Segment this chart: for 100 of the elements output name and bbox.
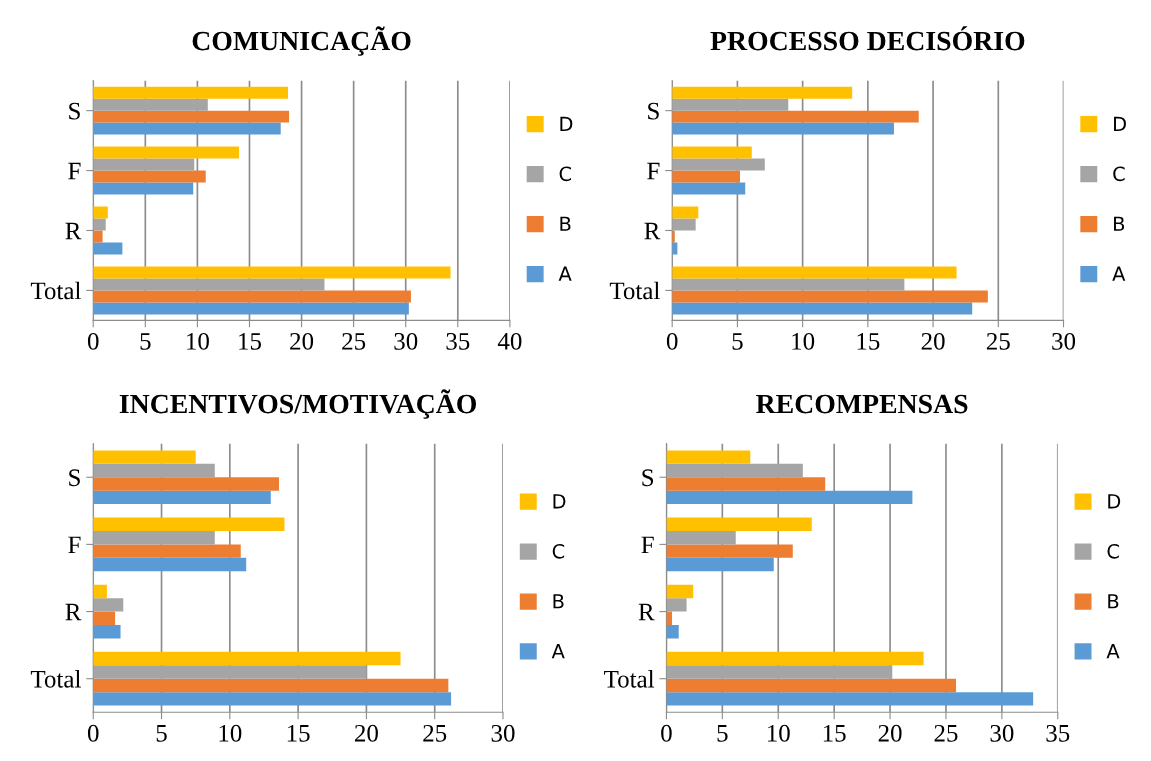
x-tick-label: 15 — [857, 333, 880, 350]
bar — [93, 584, 107, 599]
y-tick-label: R — [65, 222, 82, 240]
x-tick-label: 5 — [140, 333, 151, 350]
x-tick-label: 20 — [921, 332, 945, 350]
bar — [93, 490, 271, 505]
chart-title: COMUNICAÇÃO — [192, 26, 411, 56]
bar — [93, 477, 279, 491]
y-tick-label: F — [68, 162, 81, 180]
x-tick-label: 10 — [767, 724, 790, 742]
bar — [93, 110, 290, 123]
legend-label: D — [560, 116, 573, 131]
bar — [666, 530, 736, 545]
bar — [93, 242, 123, 255]
x-tick-label: 40 — [497, 332, 522, 350]
x-tick-label: 10 — [187, 332, 209, 350]
legend-label: D — [553, 494, 566, 509]
bar — [93, 302, 409, 315]
legend-label: D — [1108, 494, 1121, 509]
x-tick-label: 30 — [1052, 332, 1076, 350]
bar — [93, 598, 124, 612]
bar — [666, 477, 826, 491]
legend-label: B — [1108, 594, 1119, 609]
x-tick-label: 25 — [423, 724, 447, 742]
bar — [93, 544, 241, 558]
bar — [672, 86, 853, 99]
bar — [93, 170, 206, 183]
bar — [666, 517, 812, 531]
x-tick-label: 5 — [717, 725, 728, 742]
x-tick-label: 0 — [87, 332, 99, 350]
y-tick-label: Total — [604, 670, 655, 688]
y-tick-label: Total — [30, 670, 81, 688]
bar — [666, 450, 751, 464]
bar — [666, 557, 774, 572]
legend-label: B — [1114, 216, 1125, 231]
x-tick-label: 20 — [290, 332, 314, 350]
legend-label: D — [1114, 116, 1126, 131]
x-tick-label: 5 — [732, 333, 743, 350]
bar — [93, 692, 452, 706]
x-tick-label: 15 — [239, 333, 261, 350]
y-tick-label: R — [644, 222, 661, 240]
bar — [666, 678, 957, 693]
legend-label: A — [1112, 266, 1126, 281]
y-tick-label: F — [68, 536, 81, 554]
legend-label: C — [559, 166, 572, 182]
bar — [93, 678, 449, 693]
bar — [93, 230, 103, 243]
x-tick-label: 30 — [990, 724, 1014, 742]
bar — [672, 122, 894, 135]
legend-label: B — [553, 594, 564, 609]
bar — [672, 170, 741, 183]
y-tick-label: F — [641, 536, 654, 554]
x-tick-label: 35 — [1046, 724, 1070, 742]
bar — [93, 450, 196, 464]
y-tick-label: R — [65, 603, 82, 621]
bar — [93, 651, 401, 666]
bar — [93, 463, 215, 478]
bar — [666, 692, 1034, 706]
x-tick-label: 25 — [342, 332, 366, 350]
x-tick-label: 20 — [878, 724, 902, 742]
legend-label: A — [1106, 644, 1120, 659]
bar — [666, 624, 679, 639]
y-tick-label: Total — [609, 281, 660, 300]
y-tick-label: R — [638, 603, 655, 621]
x-tick-label: 15 — [823, 724, 846, 742]
chart-title: PROCESSO DECISÓRIO — [710, 26, 1025, 51]
bar — [93, 290, 411, 303]
legend-label: C — [1107, 543, 1119, 559]
bar — [93, 624, 121, 639]
bar — [672, 98, 789, 111]
chart-title: RECOMPENSAS — [756, 394, 968, 414]
y-tick-label: S — [69, 102, 80, 120]
bar — [666, 598, 687, 612]
bar — [93, 206, 108, 219]
x-tick-label: 20 — [355, 724, 378, 742]
x-tick-label: 35 — [446, 332, 470, 350]
x-tick-label: 0 — [661, 724, 672, 742]
bar — [672, 206, 699, 219]
bar — [93, 278, 325, 291]
bar — [672, 218, 696, 231]
bar — [93, 530, 215, 545]
x-tick-label: 0 — [666, 332, 678, 350]
legend-label: B — [560, 216, 571, 231]
y-tick-label: S — [648, 102, 659, 120]
bar — [672, 158, 765, 171]
bar — [93, 146, 240, 159]
bar — [666, 463, 803, 478]
bar — [672, 302, 973, 315]
y-tick-label: S — [69, 469, 80, 487]
x-tick-label: 30 — [491, 724, 515, 742]
bar — [93, 122, 281, 135]
bar — [666, 544, 793, 558]
bar — [672, 278, 905, 291]
bar — [666, 651, 924, 666]
bar — [93, 266, 451, 279]
x-tick-label: 30 — [394, 332, 418, 350]
bar — [672, 146, 752, 159]
bar — [666, 665, 893, 679]
bar — [93, 182, 194, 195]
bar — [666, 584, 694, 599]
